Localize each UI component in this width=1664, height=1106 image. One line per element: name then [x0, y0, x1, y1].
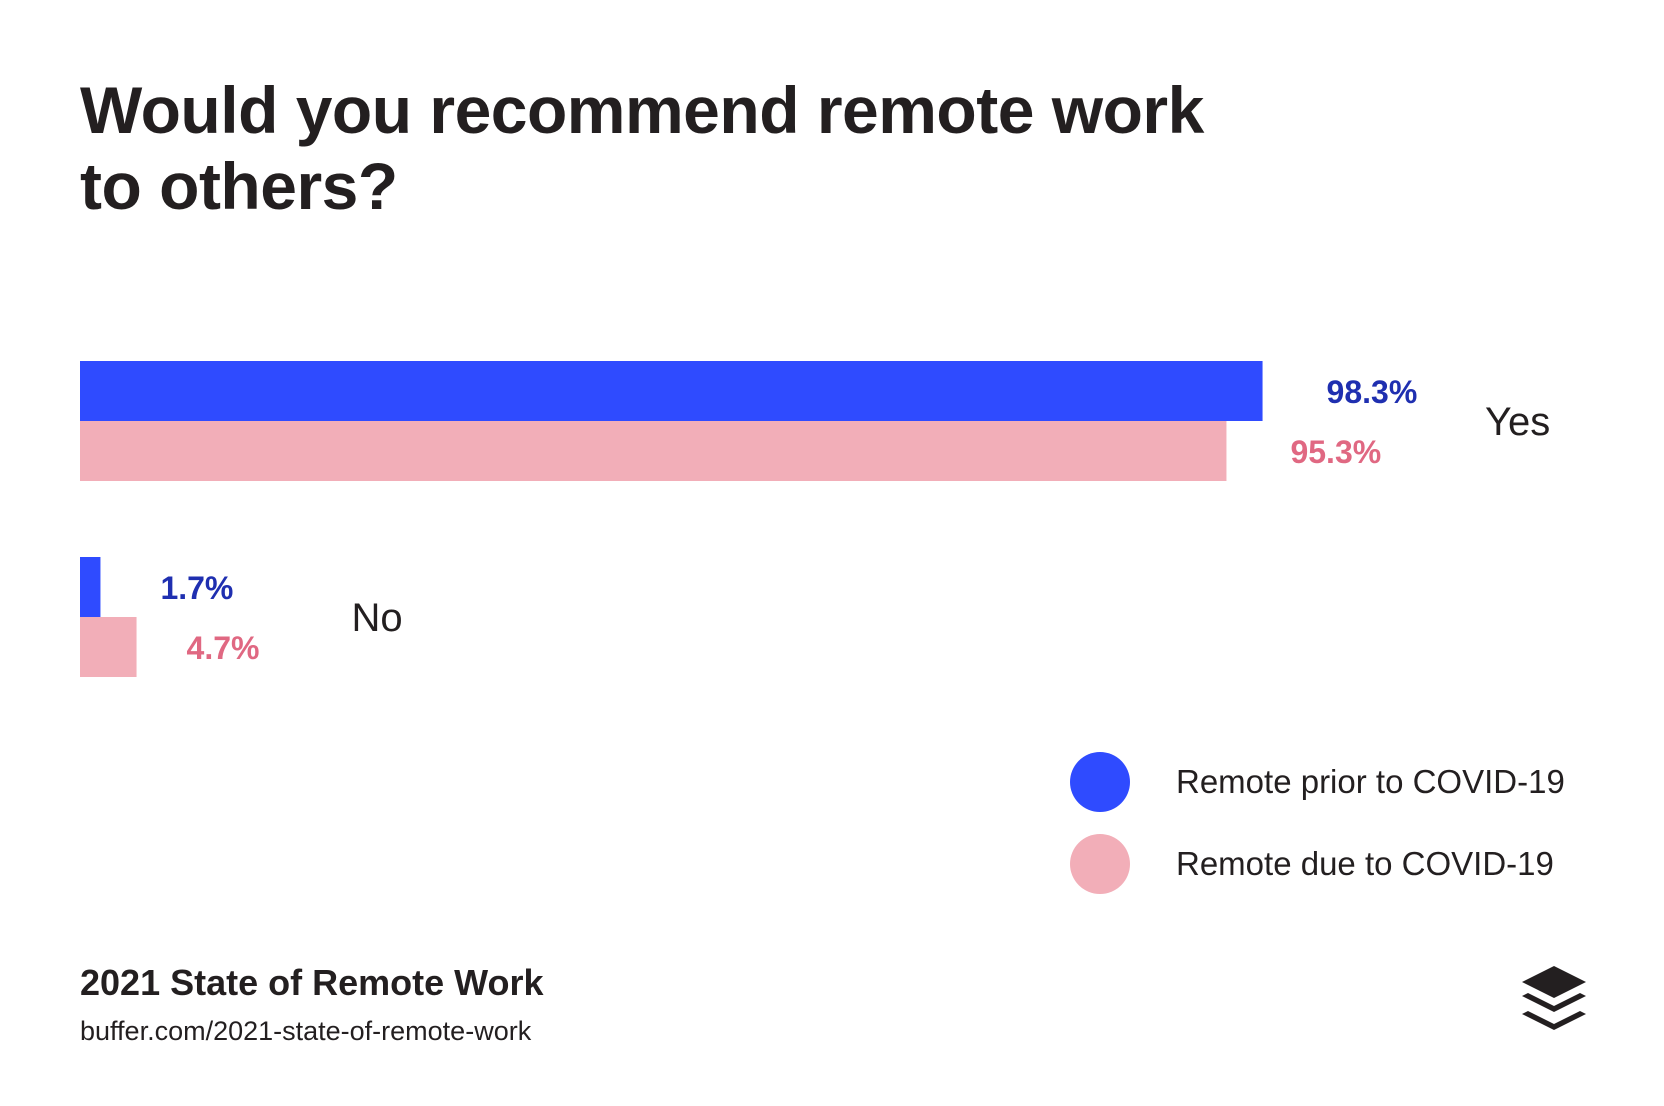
bar-yes-series1 — [80, 421, 1227, 481]
logo-layer-middle — [1522, 993, 1586, 1012]
legend-item-prior: Remote prior to COVID-19 — [1070, 752, 1565, 812]
category-label-yes: Yes — [1485, 400, 1550, 444]
bar-yes-series0 — [80, 361, 1263, 421]
bar-no-series0 — [80, 557, 101, 617]
value-label-no-series0: 1.7% — [160, 570, 233, 606]
legend: Remote prior to COVID-19 Remote due to C… — [1070, 752, 1565, 916]
bar-chart: 98.3% 95.3% Yes 1.7% 4.7% No — [80, 361, 1550, 677]
logo-layer-top — [1522, 966, 1586, 998]
footer-url: buffer.com/2021-state-of-remote-work — [80, 1016, 532, 1046]
value-label-yes-series0: 98.3% — [1327, 374, 1418, 410]
category-label-no: No — [352, 596, 403, 640]
buffer-stack-icon — [1522, 966, 1586, 1030]
legend-label-prior: Remote prior to COVID-19 — [1176, 763, 1565, 800]
chart-title: Would you recommend remote work to other… — [80, 73, 1204, 223]
legend-swatch-prior — [1070, 752, 1130, 812]
legend-swatch-due — [1070, 834, 1130, 894]
value-label-no-series1: 4.7% — [187, 630, 260, 666]
legend-item-due: Remote due to COVID-19 — [1070, 834, 1565, 894]
bar-no-series1 — [80, 617, 137, 677]
footer-title: 2021 State of Remote Work — [80, 962, 544, 1003]
logo-layer-bottom — [1522, 1011, 1586, 1030]
value-label-yes-series1: 95.3% — [1290, 434, 1381, 470]
legend-label-due: Remote due to COVID-19 — [1176, 845, 1554, 882]
